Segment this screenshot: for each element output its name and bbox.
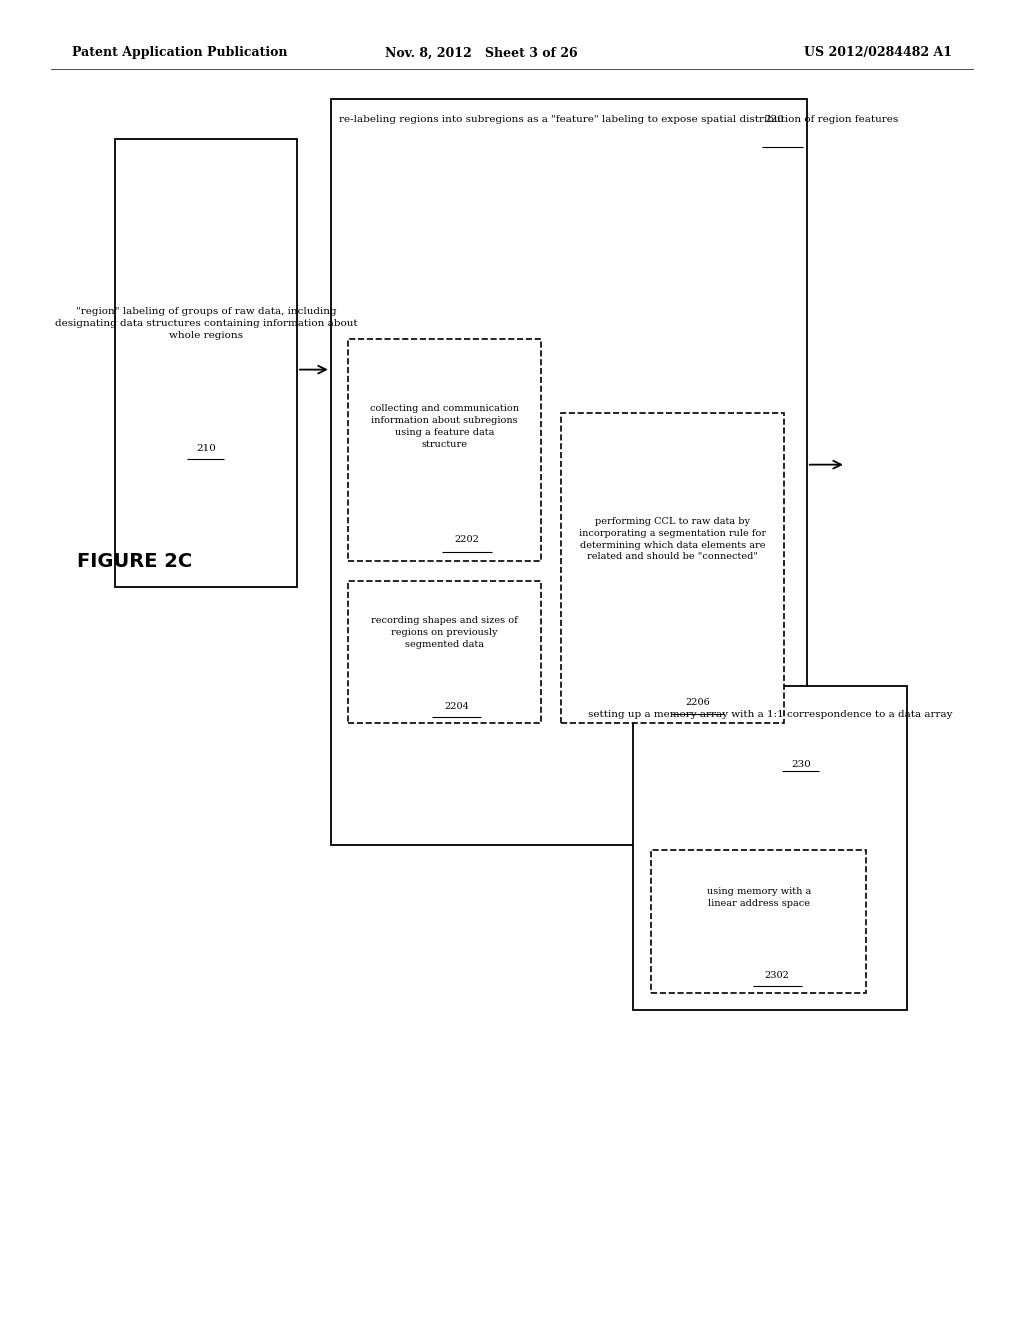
Bar (633, 686, 907, 1010)
Text: US 2012/0284482 A1: US 2012/0284482 A1 (804, 46, 952, 59)
Text: 2206: 2206 (685, 698, 710, 706)
Text: performing CCL to raw data by
incorporating a segmentation rule for
determining : performing CCL to raw data by incorporat… (580, 517, 766, 561)
Text: 230: 230 (791, 760, 811, 770)
Text: 220: 220 (764, 115, 783, 124)
Text: 2302: 2302 (765, 972, 790, 979)
Text: collecting and communication
information about subregions
using a feature data
s: collecting and communication information… (370, 404, 519, 449)
Bar (348, 581, 541, 723)
Text: 210: 210 (196, 445, 216, 453)
Bar (331, 99, 807, 845)
Text: Nov. 8, 2012   Sheet 3 of 26: Nov. 8, 2012 Sheet 3 of 26 (385, 46, 578, 59)
Bar (115, 139, 297, 587)
Text: 2204: 2204 (444, 702, 469, 710)
Text: re-labeling regions into subregions as a "feature" labeling to expose spatial di: re-labeling regions into subregions as a… (339, 115, 898, 124)
Text: recording shapes and sizes of
regions on previously
segmented data: recording shapes and sizes of regions on… (371, 616, 518, 648)
Text: Patent Application Publication: Patent Application Publication (72, 46, 287, 59)
Text: FIGURE 2C: FIGURE 2C (77, 552, 193, 570)
Text: using memory with a
linear address space: using memory with a linear address space (707, 887, 811, 908)
Bar (651, 850, 866, 993)
Text: setting up a memory array with a 1:1 correspondence to a data array: setting up a memory array with a 1:1 cor… (588, 710, 952, 719)
Text: 2202: 2202 (455, 536, 479, 544)
Bar (348, 339, 541, 561)
Bar (561, 413, 784, 723)
Text: "region" labeling of groups of raw data, including
designating data structures c: "region" labeling of groups of raw data,… (54, 308, 357, 339)
